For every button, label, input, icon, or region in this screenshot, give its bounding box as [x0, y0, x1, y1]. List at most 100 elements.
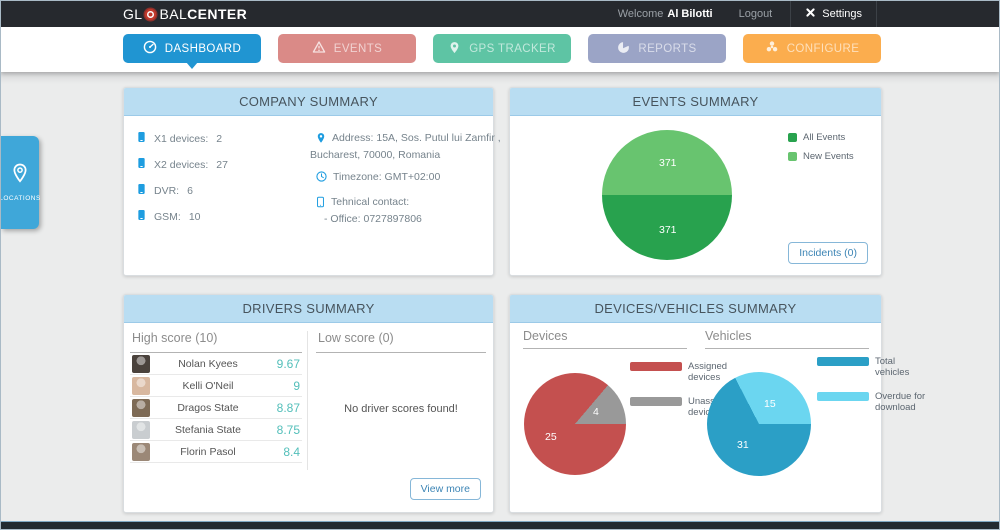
settings-button[interactable]: Settings [790, 1, 877, 27]
driver-name: Nolan Kyees [178, 357, 238, 370]
address-line2: Bucharest, 70000, Romania [310, 149, 441, 162]
devices-heading-underline [523, 348, 687, 349]
legend-item: Assigned devices [630, 361, 740, 384]
top-bar-user-area: Welcome Al Bilotti Logout Settings [618, 1, 999, 27]
device-icon [137, 183, 146, 198]
driver-name: Kelli O'Neil [182, 379, 234, 392]
tab-dashboard[interactable]: DASHBOARD [123, 34, 261, 69]
tab-gps-tracker[interactable]: GPS TRACKER [433, 34, 571, 63]
device-icon [137, 209, 146, 224]
driver-row: Dragos State 8.87 [130, 397, 302, 419]
legend-item: Total vehicles [817, 356, 927, 379]
device-value: 6 [187, 184, 193, 197]
tab-reports[interactable]: REPORTS [588, 34, 726, 63]
location-pin-icon [11, 163, 29, 188]
panel-title: DEVICES/VEHICLES SUMMARY [510, 295, 881, 323]
events-pie-chart: 371 371 [602, 130, 732, 260]
legend-swatch [630, 362, 682, 371]
logo-text-bal: BAL [159, 6, 188, 22]
all-events-value: 371 [659, 224, 677, 236]
map-pin-icon [448, 41, 461, 57]
logo-text-center: CENTER [187, 6, 248, 22]
tab-label: EVENTS [333, 42, 383, 55]
driver-row: Stefania State 8.75 [130, 419, 302, 441]
settings-label: Settings [822, 8, 862, 20]
events-summary-panel: EVENTS SUMMARY 371 371 All Events New Ev… [509, 87, 882, 276]
logo-text-gl: GL [123, 6, 143, 22]
vehicles-legend: Total vehicles Overdue for download [817, 356, 927, 414]
locations-side-tab[interactable]: LOCATIONS [0, 136, 41, 229]
legend-item: All Events [788, 132, 854, 144]
top-bar: GL BAL CENTER Welcome Al Bilotti Logout S… [1, 1, 999, 27]
vehicles-pie-chart: 15 31 [707, 372, 811, 476]
device-count-row: X2 devices: 27 [137, 157, 228, 172]
tab-label: REPORTS [638, 42, 697, 55]
incidents-button[interactable]: Incidents (0) [788, 242, 868, 264]
active-tab-caret [186, 62, 198, 69]
warning-triangle-icon [312, 40, 326, 57]
view-more-button[interactable]: View more [409, 478, 481, 500]
device-value: 2 [216, 132, 223, 145]
contact-office: - Office: 0727897806 [324, 212, 422, 225]
unassigned-devices-value: 4 [593, 406, 599, 418]
legend-label: All Events [803, 132, 846, 143]
company-summary-panel: COMPANY SUMMARY X1 devices: 2 X2 devices… [123, 87, 501, 276]
device-label: GSM: [154, 210, 181, 223]
devices-heading: Devices [523, 329, 568, 343]
legend-label: New Events [803, 150, 854, 162]
high-score-column: High score (10) Nolan Kyees 9.67 Kelli O… [130, 328, 302, 463]
drivers-summary-body: High score (10) Nolan Kyees 9.67 Kelli O… [124, 323, 493, 512]
pie-chart-icon [617, 40, 630, 57]
timezone-group: Timezone: GMT+02:00 [310, 170, 490, 186]
driver-avatar [132, 420, 150, 439]
legend-label: Overdue for download [875, 390, 926, 413]
driver-name: Florin Pasol [180, 445, 236, 458]
welcome-label: Welcome [617, 8, 664, 20]
tools-icon [805, 7, 816, 21]
driver-avatar [132, 442, 150, 461]
low-score-heading: Low score (0) [316, 328, 486, 353]
legend-item: New Events [788, 150, 854, 163]
locations-label: LOCATIONS [0, 195, 41, 202]
driver-avatar [132, 354, 150, 373]
high-score-heading: High score (10) [130, 328, 302, 353]
device-label: X1 devices: [154, 132, 209, 145]
overdue-vehicles-value: 15 [764, 398, 776, 410]
driver-score: 8.4 [283, 444, 300, 459]
device-count-row: GSM: 10 [137, 209, 228, 224]
tab-events[interactable]: EVENTS [278, 34, 416, 63]
vehicles-heading: Vehicles [705, 329, 752, 343]
drivers-summary-panel: DRIVERS SUMMARY High score (10) Nolan Ky… [123, 294, 494, 513]
assigned-devices-value: 25 [545, 431, 557, 443]
tab-configure[interactable]: CONFIGURE [743, 34, 881, 63]
device-label: X2 devices: [154, 158, 209, 171]
legend-label: Total vehicles [875, 356, 910, 378]
footer-bar [1, 521, 999, 529]
no-scores-message: No driver scores found! [344, 403, 458, 415]
device-label: DVR: [154, 184, 180, 197]
driver-score: 8.75 [276, 422, 300, 437]
contact-group: Tehnical contact: - Office: 0727897806 [310, 195, 490, 226]
company-summary-body: X1 devices: 2 X2 devices: 27 DVR: 6 GSM:… [124, 116, 501, 275]
tab-label: CONFIGURE [786, 42, 860, 55]
app-logo: GL BAL CENTER [123, 6, 247, 22]
total-vehicles-value: 31 [737, 439, 749, 451]
panel-title: EVENTS SUMMARY [510, 88, 881, 116]
tab-label: DASHBOARD [164, 42, 242, 55]
clock-icon [316, 170, 327, 186]
legend-swatch [788, 133, 797, 142]
target-icon [142, 7, 159, 22]
driver-avatar [132, 398, 150, 417]
events-legend: All Events New Events [788, 132, 854, 163]
tab-label: GPS TRACKER [469, 42, 556, 55]
driver-avatar [132, 376, 150, 395]
device-count-row: X1 devices: 2 [137, 131, 228, 146]
address-pin-icon [316, 131, 326, 148]
device-icon [137, 131, 146, 146]
legend-swatch [817, 357, 869, 366]
devices-vehicles-summary-panel: DEVICES/VEHICLES SUMMARY Devices Vehicle… [509, 294, 925, 513]
address-line1: Address: 15A, Sos. Putul lui Zamfir , [332, 132, 501, 144]
logout-link[interactable]: Logout [738, 8, 773, 20]
company-contact-info: Address: 15A, Sos. Putul lui Zamfir , Bu… [310, 131, 501, 234]
